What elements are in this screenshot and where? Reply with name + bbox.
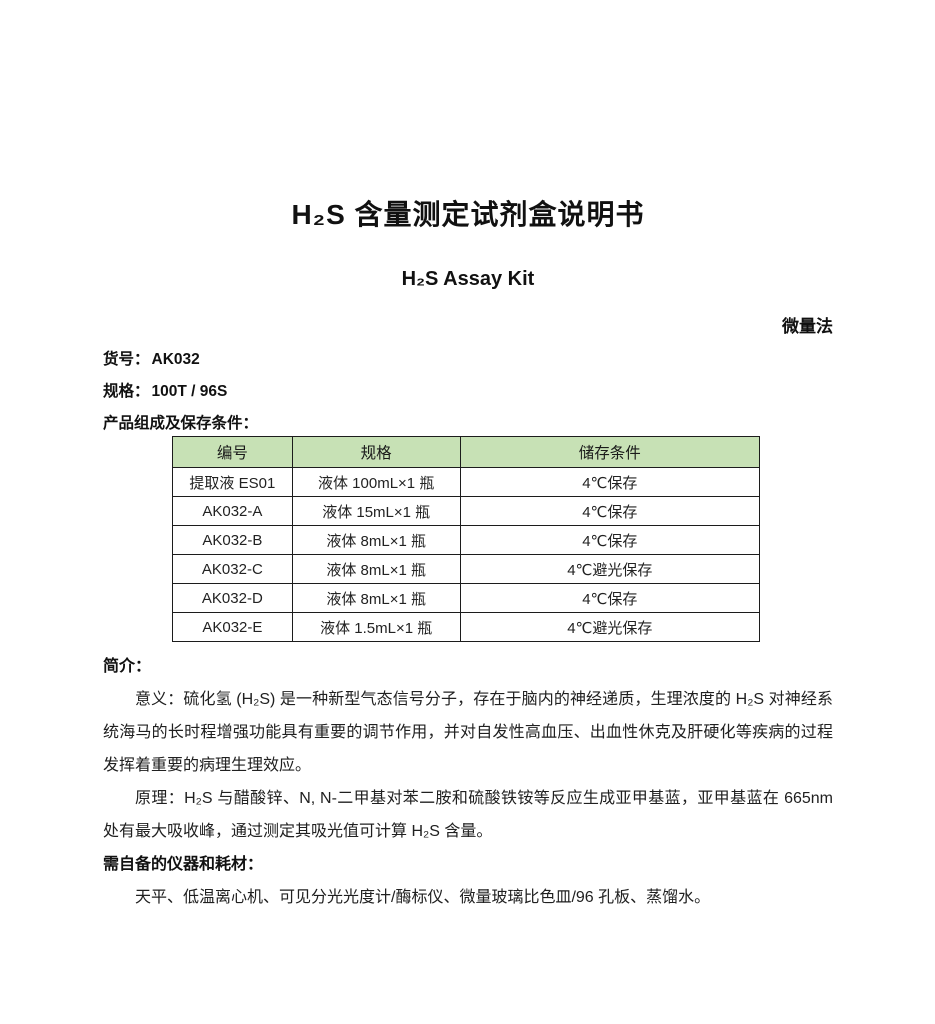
cell-component-storage: 4℃保存	[459, 525, 761, 555]
document-title-en: H₂S Assay Kit	[401, 268, 535, 290]
cell-component-spec: 液体 100mL×1 瓶	[291, 467, 461, 497]
table-row: AK032-D 液体 8mL×1 瓶 4℃保存	[172, 583, 761, 613]
table-row: 提取液 ES01 液体 100mL×1 瓶 4℃保存	[172, 467, 761, 497]
cell-component-id: 提取液 ES01	[172, 467, 293, 497]
catalog-label: 货号：	[103, 351, 150, 368]
cell-component-id: AK032-A	[172, 496, 293, 526]
cell-component-storage: 4℃保存	[459, 496, 761, 526]
cell-component-storage: 4℃避光保存	[459, 612, 761, 642]
catalog-number-line: 货号： AK032	[103, 351, 833, 369]
components-table: 编号 规格 储存条件 提取液 ES01 液体 100mL×1 瓶 4℃保存 AK…	[172, 436, 761, 642]
intro-heading: 简介：	[103, 658, 152, 675]
cell-component-id: AK032-C	[172, 554, 293, 584]
cell-component-spec: 液体 8mL×1 瓶	[291, 583, 461, 613]
table-header-row: 编号 规格 储存条件	[172, 436, 761, 468]
equipment-heading: 需自备的仪器和耗材：	[103, 856, 264, 873]
table-row: AK032-C 液体 8mL×1 瓶 4℃避光保存	[172, 554, 761, 584]
components-heading: 产品组成及保存条件：	[103, 415, 259, 432]
document-title-zh: H₂S 含量测定试剂盒说明书	[291, 199, 645, 230]
spec-label: 规格：	[103, 383, 150, 400]
cell-component-spec: 液体 8mL×1 瓶	[291, 554, 461, 584]
column-header-storage: 储存条件	[459, 436, 761, 468]
cell-component-storage: 4℃保存	[459, 467, 761, 497]
cell-component-id: AK032-B	[172, 525, 293, 555]
catalog-value: AK032	[151, 351, 200, 368]
table-row: AK032-E 液体 1.5mL×1 瓶 4℃避光保存	[172, 612, 761, 642]
column-header-spec: 规格	[291, 436, 461, 468]
method-label: 微量法	[782, 317, 833, 336]
intro-paragraph-principle: 原理：H₂S 与醋酸锌、N, N-二甲基对苯二胺和硫酸铁铵等反应生成亚甲基蓝，亚…	[103, 790, 833, 840]
cell-component-id: AK032-D	[172, 583, 293, 613]
equipment-list: 天平、低温离心机、可见分光光度计/酶标仪、微量玻璃比色皿/96 孔板、蒸馏水。	[135, 889, 711, 906]
spec-value: 100T / 96S	[151, 383, 228, 400]
cell-component-spec: 液体 1.5mL×1 瓶	[291, 612, 461, 642]
cell-component-id: AK032-E	[172, 612, 293, 642]
spec-line: 规格： 100T / 96S	[103, 383, 833, 401]
column-header-id: 编号	[172, 436, 293, 468]
table-row: AK032-B 液体 8mL×1 瓶 4℃保存	[172, 525, 761, 555]
cell-component-spec: 液体 15mL×1 瓶	[291, 496, 461, 526]
intro-paragraph-significance: 意义：硫化氢 (H₂S) 是一种新型气态信号分子，存在于脑内的神经递质，生理浓度…	[103, 691, 833, 774]
cell-component-storage: 4℃避光保存	[459, 554, 761, 584]
cell-component-spec: 液体 8mL×1 瓶	[291, 525, 461, 555]
table-row: AK032-A 液体 15mL×1 瓶 4℃保存	[172, 496, 761, 526]
cell-component-storage: 4℃保存	[459, 583, 761, 613]
